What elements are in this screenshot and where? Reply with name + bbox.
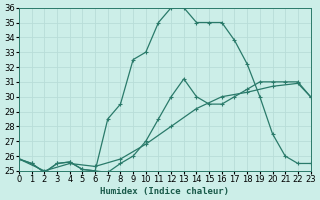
X-axis label: Humidex (Indice chaleur): Humidex (Indice chaleur) <box>100 187 229 196</box>
